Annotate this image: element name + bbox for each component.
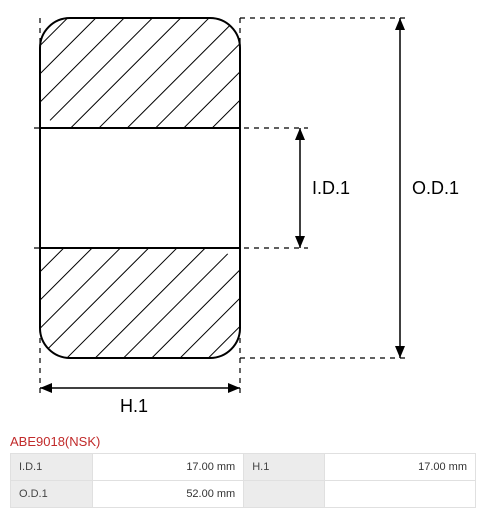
svg-text:H.1: H.1: [120, 396, 148, 416]
spec-key: O.D.1: [11, 481, 93, 508]
spec-val: 17.00 mm: [324, 454, 475, 481]
spec-key: H.1: [244, 454, 324, 481]
bearing-diagram: O.D.1 I.D.1 H.1: [0, 0, 500, 430]
spec-key: I.D.1: [11, 454, 93, 481]
part-number: ABE9018(NSK): [0, 430, 500, 453]
spec-val: 17.00 mm: [92, 454, 243, 481]
spec-val: [324, 481, 475, 508]
svg-text:I.D.1: I.D.1: [312, 178, 350, 198]
spec-key: [244, 481, 324, 508]
spec-val: 52.00 mm: [92, 481, 243, 508]
svg-text:O.D.1: O.D.1: [412, 178, 459, 198]
